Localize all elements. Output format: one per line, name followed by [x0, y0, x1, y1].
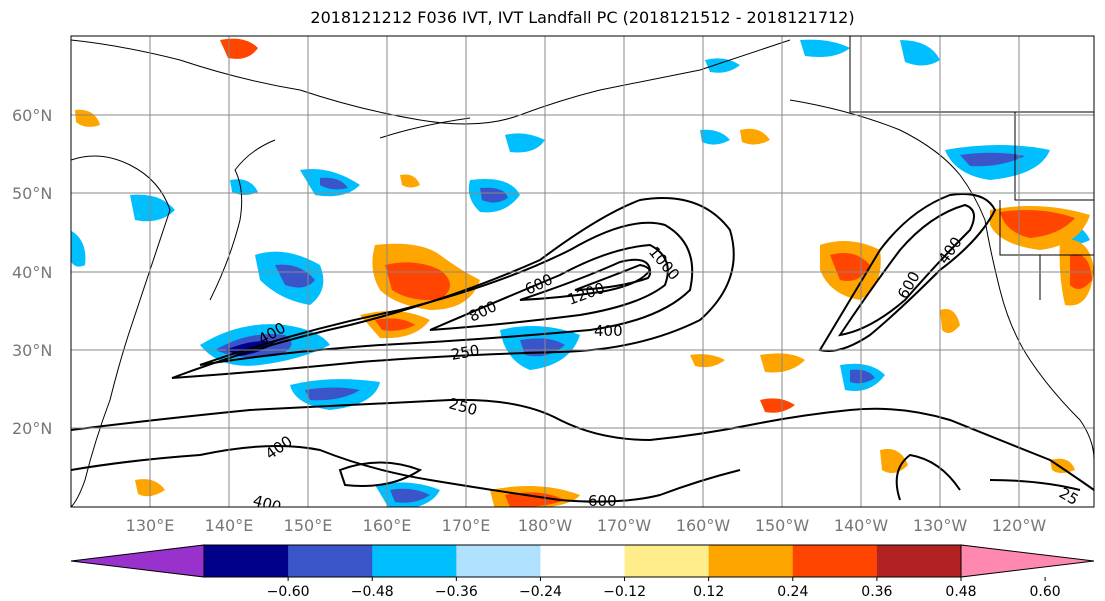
colorbar-tick-label: −0.24 [519, 584, 562, 600]
lon-label: 170°W [597, 516, 652, 535]
colorbar-segment [288, 545, 373, 577]
lat-label: 60°N [12, 106, 52, 125]
lon-label: 150°E [284, 516, 333, 535]
latitude-labels: 60°N 50°N 40°N 30°N 20°N [12, 106, 52, 438]
contour-label: 1200 [565, 279, 607, 309]
colorbar-segment [624, 545, 710, 577]
coastlines [71, 39, 1094, 507]
ivt-contours [71, 193, 1094, 503]
contour-label: 400 [262, 432, 296, 463]
lon-label: 180°W [518, 516, 573, 535]
colorbar-segment [204, 545, 289, 577]
colorbar-tick-label: 0.36 [861, 584, 892, 600]
colorbar-tick-label: 0.60 [1030, 584, 1061, 600]
colorbar-segment [876, 545, 962, 577]
lon-label: 120°W [992, 516, 1047, 535]
lon-label: 130°E [126, 516, 175, 535]
colorbar-extend-min [70, 544, 205, 578]
contour-label: 1000 [645, 243, 683, 284]
colorbar-segment [456, 545, 541, 577]
contour-label: 250 [450, 341, 481, 364]
contour-label: 400 [251, 491, 283, 516]
colorbar-segment [372, 545, 457, 577]
contour-label: 250 [447, 394, 479, 419]
colorbar-segment [708, 545, 794, 577]
lat-label: 40°N [12, 263, 52, 282]
colorbar-tick-label: −0.12 [603, 584, 646, 600]
lat-label: 50°N [12, 184, 52, 203]
lon-label: 150°W [755, 516, 810, 535]
colorbar-segment [792, 545, 878, 577]
lon-label: 130°W [913, 516, 968, 535]
colorbar-tick-label: −0.48 [351, 584, 394, 600]
borders [849, 36, 1094, 300]
colorbar-tick-label: −0.60 [267, 584, 310, 600]
map-frame [70, 35, 1095, 508]
colorbar-tick-label: −0.36 [435, 584, 478, 600]
lon-label: 170°E [442, 516, 491, 535]
lat-label: 30°N [12, 341, 52, 360]
colorbar-frame [203, 544, 962, 578]
map-area: 1000 1200 800 600 400 250 250 400 400 60… [71, 36, 1094, 516]
colorbar-tick-label: 0.24 [777, 584, 808, 600]
contour-label: 25 [1056, 484, 1082, 509]
contour-label: 600 [588, 492, 617, 510]
map-title: 2018121212 F036 IVT, IVT Landfall PC (20… [310, 8, 855, 27]
lon-label: 140°E [205, 516, 254, 535]
lon-label: 160°W [676, 516, 731, 535]
contour-label: 400 [594, 322, 623, 340]
longitude-labels: 130°E 140°E 150°E 160°E 170°E 180°W 170°… [126, 516, 1047, 535]
gridlines [71, 36, 1094, 507]
colorbar-tick-label: 0.48 [945, 584, 976, 600]
lat-label: 20°N [12, 419, 52, 438]
lon-label: 140°W [834, 516, 889, 535]
colorbar-extend-max [960, 544, 1095, 578]
colorbar: −0.60 −0.48 −0.36 −0.24 −0.12 0.12 0.24 0.36 0.4… [70, 544, 1095, 600]
colorbar-segment [540, 545, 626, 577]
colorbar-tick-label: 0.12 [693, 584, 724, 600]
lon-label: 160°E [363, 516, 412, 535]
